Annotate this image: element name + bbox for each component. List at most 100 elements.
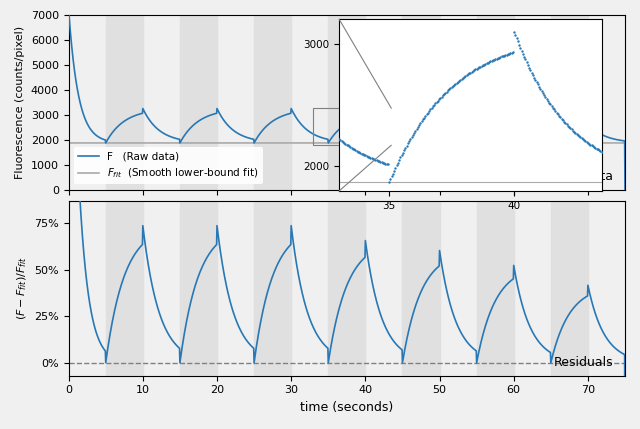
Point bbox=[580, 138, 591, 145]
Point bbox=[436, 93, 447, 100]
Point bbox=[383, 161, 393, 168]
Point bbox=[460, 73, 470, 79]
Point bbox=[455, 76, 465, 83]
Point bbox=[520, 56, 531, 63]
Point bbox=[584, 140, 594, 147]
Point bbox=[556, 114, 566, 121]
Point bbox=[458, 75, 468, 82]
Point bbox=[362, 153, 372, 160]
Point bbox=[406, 133, 417, 140]
Point bbox=[334, 136, 344, 142]
Point bbox=[582, 139, 592, 145]
Point bbox=[422, 111, 432, 118]
Point bbox=[448, 82, 458, 89]
Bar bbox=[254, 201, 291, 376]
Point bbox=[339, 139, 349, 146]
Point bbox=[528, 72, 538, 79]
Point bbox=[355, 149, 365, 156]
Point bbox=[473, 65, 483, 72]
Point bbox=[350, 147, 360, 154]
Point bbox=[378, 159, 388, 166]
Point bbox=[509, 28, 519, 35]
Point bbox=[578, 136, 588, 142]
Point bbox=[364, 154, 374, 161]
Point bbox=[444, 86, 454, 93]
Point bbox=[429, 102, 439, 109]
Point bbox=[525, 66, 536, 73]
Point bbox=[531, 76, 541, 83]
Point bbox=[417, 118, 427, 125]
Point bbox=[478, 62, 488, 69]
Point bbox=[527, 69, 537, 76]
Point bbox=[465, 69, 476, 76]
Point bbox=[376, 159, 387, 166]
Point bbox=[338, 139, 348, 145]
Point bbox=[495, 54, 506, 60]
Point bbox=[359, 151, 369, 158]
Point bbox=[554, 112, 564, 119]
Point bbox=[515, 44, 525, 51]
Point bbox=[400, 145, 410, 151]
Point bbox=[477, 63, 487, 69]
Point bbox=[483, 59, 493, 66]
Bar bbox=[403, 201, 440, 376]
Point bbox=[549, 106, 559, 113]
Point bbox=[518, 50, 528, 57]
Point bbox=[414, 121, 424, 128]
Point bbox=[485, 58, 495, 65]
Point bbox=[550, 108, 561, 115]
Point bbox=[516, 47, 527, 54]
Point bbox=[353, 148, 363, 155]
Point bbox=[574, 133, 584, 139]
Point bbox=[472, 65, 482, 72]
Point bbox=[548, 104, 558, 111]
Point bbox=[481, 60, 492, 66]
Point bbox=[480, 60, 490, 67]
Point bbox=[454, 77, 464, 84]
Point bbox=[403, 140, 413, 147]
Point bbox=[568, 127, 578, 134]
Point bbox=[380, 160, 390, 167]
Point bbox=[375, 158, 385, 165]
Point bbox=[541, 95, 552, 102]
Point bbox=[426, 105, 436, 112]
Point bbox=[479, 61, 489, 68]
Point bbox=[456, 76, 467, 82]
Point bbox=[434, 96, 444, 103]
Point bbox=[371, 157, 381, 163]
Point bbox=[506, 49, 516, 56]
Point bbox=[523, 61, 533, 68]
Point bbox=[349, 146, 359, 153]
Point bbox=[484, 59, 494, 66]
Point bbox=[464, 70, 474, 77]
Point bbox=[439, 91, 449, 97]
Point bbox=[531, 79, 541, 86]
Point bbox=[532, 81, 543, 88]
Point bbox=[563, 122, 573, 129]
Point bbox=[499, 52, 509, 59]
Point bbox=[545, 101, 556, 108]
Point bbox=[519, 53, 529, 60]
Point bbox=[463, 71, 473, 78]
Point bbox=[557, 115, 567, 122]
Point bbox=[552, 109, 562, 116]
Point bbox=[560, 120, 570, 127]
Point bbox=[451, 80, 461, 87]
Point bbox=[540, 94, 550, 100]
Point bbox=[363, 153, 373, 160]
Text: Residuals: Residuals bbox=[554, 356, 614, 369]
Point bbox=[389, 167, 399, 174]
Point bbox=[394, 157, 404, 163]
Point bbox=[367, 155, 377, 162]
Bar bbox=[551, 15, 588, 190]
Point bbox=[346, 144, 356, 151]
Point bbox=[474, 64, 484, 71]
Point bbox=[342, 141, 352, 148]
Point bbox=[344, 143, 355, 150]
Point bbox=[476, 63, 486, 70]
Point bbox=[347, 145, 357, 151]
Point bbox=[544, 99, 554, 106]
Point bbox=[405, 136, 415, 142]
Point bbox=[557, 117, 568, 124]
Point bbox=[596, 148, 607, 155]
